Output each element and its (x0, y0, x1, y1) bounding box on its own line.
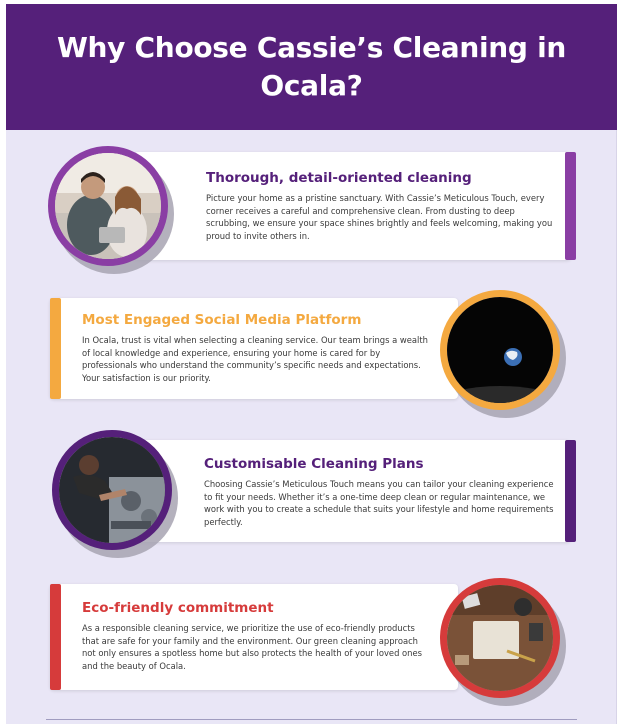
footer-divider (46, 719, 577, 720)
section-image-4 (440, 578, 566, 706)
section-card-4: Eco-friendly commitment As a responsible… (50, 584, 458, 690)
section-body: Picture your home as a pristine sanctuar… (206, 193, 553, 241)
section-image-2 (440, 290, 566, 418)
mechanic-engine-photo (52, 430, 172, 550)
section-image-1 (48, 146, 174, 274)
section-title: Customisable Cleaning Plans (204, 456, 424, 472)
section-card-1: Thorough, detail-oriented cleaning Pictu… (134, 152, 576, 260)
earth-from-space-photo (440, 290, 560, 410)
header-banner: Why Choose Cassie’s Cleaning in Ocala? (6, 4, 617, 130)
infographic-page: Why Choose Cassie’s Cleaning in Ocala? T… (6, 4, 617, 724)
section-body: In Ocala, trust is vital when selecting … (82, 335, 428, 383)
page-title: Why Choose Cassie’s Cleaning in Ocala? (56, 31, 567, 102)
desk-flatlay-photo (440, 578, 560, 698)
accent-bar (565, 440, 576, 542)
section-title: Eco-friendly commitment (82, 600, 274, 616)
section-card-3: Customisable Cleaning Plans Choosing Cas… (134, 440, 576, 542)
section-body: As a responsible cleaning service, we pr… (82, 623, 423, 671)
section-card-2: Most Engaged Social Media Platform In Oc… (50, 298, 458, 399)
section-title: Thorough, detail-oriented cleaning (206, 170, 472, 186)
section-title: Most Engaged Social Media Platform (82, 312, 362, 328)
section-body: Choosing Cassie’s Meticulous Touch means… (204, 479, 554, 527)
accent-bar (50, 584, 61, 690)
accent-bar (50, 298, 61, 399)
couple-on-couch-photo (48, 146, 168, 266)
section-image-3 (52, 430, 178, 558)
accent-bar (565, 152, 576, 260)
